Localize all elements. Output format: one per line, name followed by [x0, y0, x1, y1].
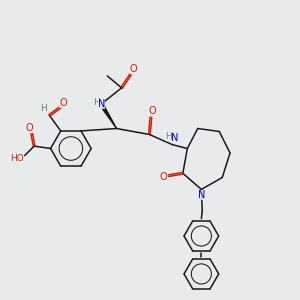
- Polygon shape: [102, 106, 117, 128]
- Text: H: H: [165, 132, 172, 141]
- Text: N: N: [171, 133, 179, 143]
- Text: H: H: [93, 98, 100, 107]
- Text: O: O: [130, 64, 137, 74]
- Text: O: O: [149, 106, 157, 116]
- Text: N: N: [98, 99, 105, 109]
- Text: O: O: [59, 98, 67, 108]
- Text: N: N: [198, 190, 206, 200]
- Text: O: O: [26, 123, 33, 133]
- Text: O: O: [159, 172, 167, 182]
- Text: HO: HO: [10, 154, 24, 163]
- Text: H: H: [40, 104, 47, 113]
